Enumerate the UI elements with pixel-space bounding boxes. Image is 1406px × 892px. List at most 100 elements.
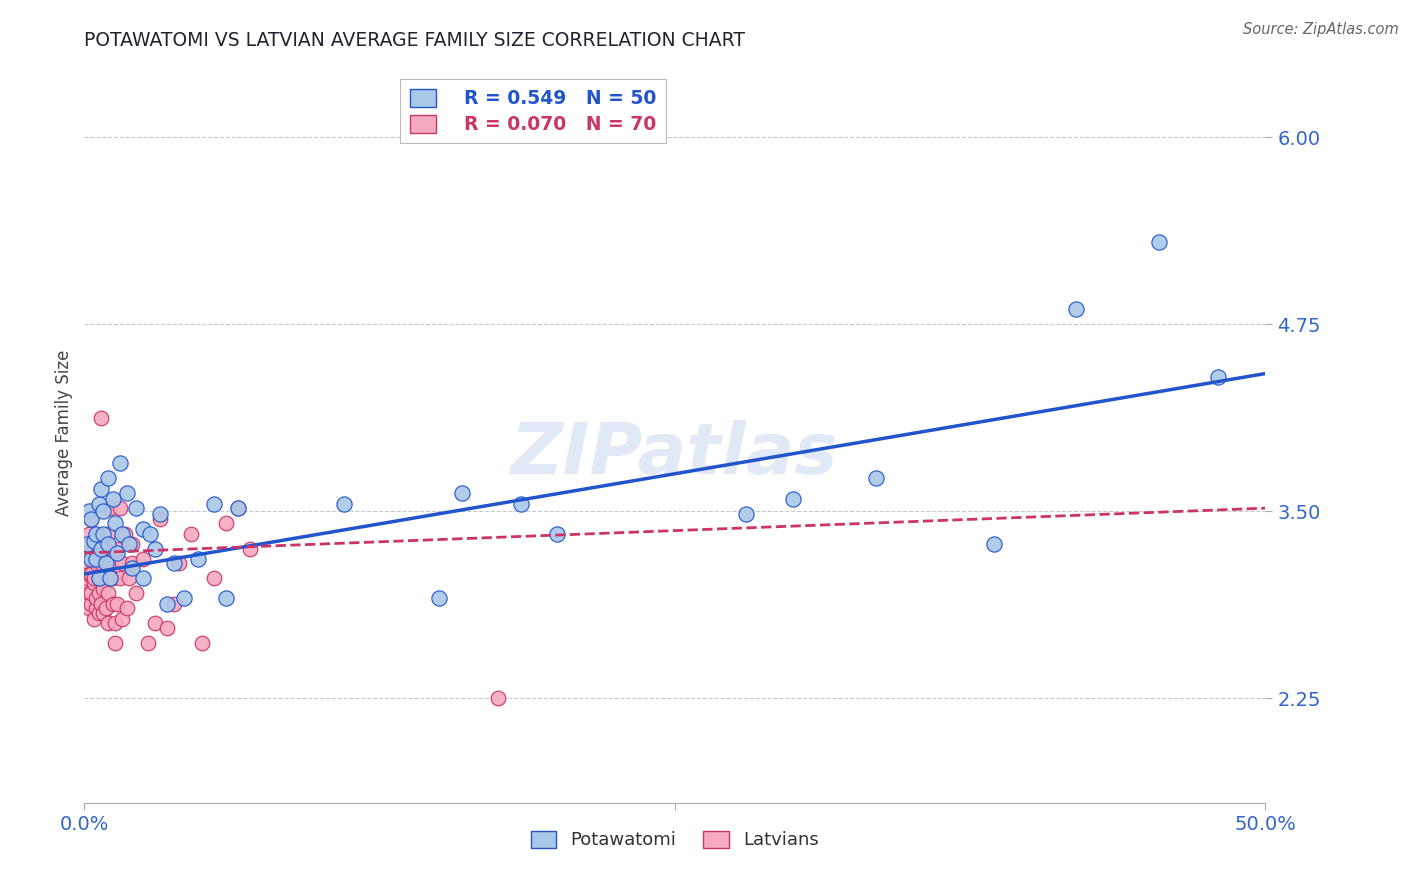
Point [77, 504, 100, 518]
Point [91, 541, 114, 556]
Point [1206, 369, 1229, 384]
Text: ZIPatlas: ZIPatlas [512, 420, 838, 490]
Point [80, 597, 103, 611]
Point [108, 456, 131, 470]
Point [87, 571, 110, 585]
Text: POTAWATOMI VS LATVIAN AVERAGE FAMILY SIZE CORRELATION CHART: POTAWATOMI VS LATVIAN AVERAGE FAMILY SIZ… [84, 30, 745, 50]
Point [983, 537, 1005, 551]
Point [202, 497, 225, 511]
Point [84, 601, 107, 615]
Point [83, 571, 105, 585]
Point [90, 411, 112, 425]
Point [546, 526, 568, 541]
Point [118, 571, 141, 585]
Point [108, 571, 131, 585]
Point [226, 501, 249, 516]
Point [167, 557, 190, 571]
Point [90, 597, 112, 611]
Point [98, 557, 121, 571]
Point [121, 561, 143, 575]
Point [115, 601, 138, 615]
Point [77, 566, 100, 581]
Point [104, 616, 127, 631]
Point [90, 571, 112, 585]
Point [191, 636, 214, 650]
Point [98, 501, 121, 516]
Y-axis label: Average Family Size: Average Family Size [55, 350, 73, 516]
Point [156, 621, 179, 635]
Point [84, 537, 107, 551]
Point [91, 606, 114, 620]
Point [333, 497, 356, 511]
Point [98, 571, 121, 585]
Point [77, 601, 100, 615]
Text: Source: ZipAtlas.com: Source: ZipAtlas.com [1243, 22, 1399, 37]
Point [76, 552, 98, 566]
Point [87, 552, 110, 566]
Point [180, 526, 202, 541]
Point [1147, 235, 1170, 249]
Point [121, 557, 143, 571]
Point [1066, 302, 1088, 317]
Point [90, 541, 112, 556]
Point [87, 571, 110, 585]
Point [107, 597, 129, 611]
Point [87, 586, 110, 600]
Point [451, 486, 474, 500]
Point [76, 537, 98, 551]
Point [108, 501, 131, 516]
Point [427, 591, 450, 605]
Point [83, 534, 105, 549]
Point [90, 557, 112, 571]
Point [84, 591, 107, 605]
Point [104, 636, 127, 650]
Point [132, 571, 155, 585]
Point [510, 497, 533, 511]
Point [84, 526, 107, 541]
Point [80, 586, 103, 600]
Point [156, 597, 179, 611]
Point [107, 546, 129, 560]
Point [111, 612, 134, 626]
Point [143, 541, 166, 556]
Point [163, 597, 186, 611]
Point [76, 537, 98, 551]
Point [107, 541, 129, 556]
Point [149, 507, 172, 521]
Point [80, 566, 103, 581]
Point [115, 486, 138, 500]
Point [97, 537, 120, 551]
Point [121, 537, 143, 551]
Point [101, 571, 124, 585]
Point [84, 552, 107, 566]
Point [76, 571, 98, 585]
Point [84, 557, 107, 571]
Point [132, 522, 155, 536]
Point [202, 571, 225, 585]
Point [226, 501, 249, 516]
Point [215, 516, 238, 530]
Point [149, 511, 172, 525]
Point [187, 552, 209, 566]
Point [101, 492, 124, 507]
Point [111, 557, 134, 571]
Point [77, 586, 100, 600]
Point [486, 691, 509, 706]
Point [83, 576, 105, 591]
Point [76, 561, 98, 575]
Legend: Potawatomi, Latvians: Potawatomi, Latvians [523, 823, 827, 856]
Point [97, 471, 120, 485]
Point [94, 566, 117, 581]
Point [77, 546, 100, 560]
Point [111, 526, 134, 541]
Point [239, 541, 262, 556]
Point [77, 526, 100, 541]
Point [734, 507, 756, 521]
Point [94, 601, 117, 615]
Point [83, 612, 105, 626]
Point [87, 606, 110, 620]
Point [125, 501, 148, 516]
Point [865, 471, 887, 485]
Point [80, 511, 103, 525]
Point [782, 492, 804, 507]
